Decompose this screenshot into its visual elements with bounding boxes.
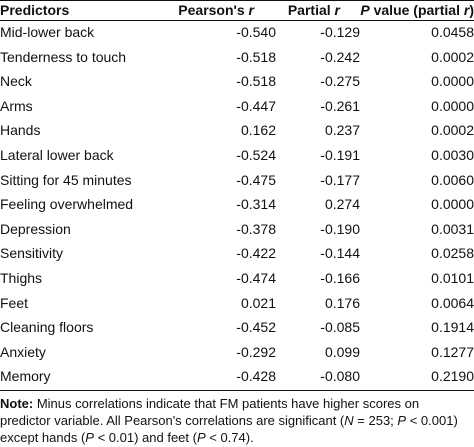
table-row: Hands 0.162 0.237 0.0002 (0, 118, 474, 143)
predictor-cell: Hands (0, 122, 41, 139)
partial-cell: -0.177 (320, 171, 360, 188)
table-row: Lateral lower back -0.524 -0.191 0.0030 (0, 143, 474, 168)
footnote-line-2: predictor variable. All Pearson's correl… (0, 413, 458, 428)
p-value-cell: 0.1914 (431, 319, 474, 336)
p-value-cell: 0.2190 (431, 368, 474, 385)
p-value-cell: 0.0031 (431, 220, 474, 237)
predictor-cell: Feeling overwhelmed (0, 196, 134, 213)
table-row: Cleaning floors -0.452 -0.085 0.1914 (0, 315, 474, 340)
header-p-value: P value (partial r) (360, 2, 474, 18)
p-value-cell: 0.0002 (431, 48, 474, 65)
predictor-cell: Feet (0, 294, 29, 311)
partial-cell: 0.176 (324, 294, 360, 311)
table-row: Anxiety -0.292 0.099 0.1277 (0, 340, 474, 365)
pearson-cell: 0.162 (240, 122, 276, 139)
p-value-cell: 0.0000 (431, 73, 474, 90)
p-value-cell: 0.1277 (431, 343, 474, 360)
table-row: Depression -0.378 -0.190 0.0031 (0, 217, 474, 242)
predictor-cell: Arms (0, 97, 33, 114)
p-value-cell: 0.0000 (431, 196, 474, 213)
table-row: Feet 0.021 0.176 0.0064 (0, 291, 474, 316)
predictor-cell: Depression (0, 220, 71, 237)
pearson-cell: -0.540 (236, 24, 276, 40)
pearson-cell: -0.518 (236, 48, 276, 65)
p-value-cell: 0.0258 (431, 245, 474, 262)
partial-cell: -0.191 (320, 146, 360, 163)
table-row: Feeling overwhelmed -0.314 0.274 0.0000 (0, 192, 474, 217)
pearson-cell: -0.292 (236, 343, 276, 360)
footnote-label: Note: (0, 396, 34, 411)
predictor-cell: Anxiety (0, 343, 46, 360)
p-value-cell: 0.0030 (431, 146, 474, 163)
p-value-cell: 0.0458 (431, 24, 474, 40)
pearson-cell: -0.475 (236, 171, 276, 188)
pearson-cell: 0.021 (240, 294, 276, 311)
predictor-cell: Neck (0, 73, 32, 90)
partial-cell: 0.099 (324, 343, 360, 360)
partial-cell: -0.261 (320, 97, 360, 114)
p-value-cell: 0.0064 (431, 294, 474, 311)
partial-cell: -0.166 (320, 269, 360, 286)
table-footnote: Note: Minus correlations indicate that F… (0, 395, 474, 446)
p-value-cell: 0.0060 (431, 171, 474, 188)
p-value-cell: 0.0101 (431, 269, 474, 286)
partial-cell: 0.237 (324, 122, 360, 139)
table-row: Memory -0.428 -0.080 0.2190 (0, 364, 474, 389)
pearson-cell: -0.518 (236, 73, 276, 90)
header-row: Predictors Pearson's r Partial r P value… (0, 0, 474, 20)
footnote-line-3: except hands (P < 0.01) and feet (P < 0.… (0, 430, 254, 445)
predictor-cell: Mid-lower back (0, 24, 95, 40)
predictor-cell: Tenderness to touch (0, 48, 127, 65)
partial-cell: -0.190 (320, 220, 360, 237)
p-value-cell: 0.0002 (431, 122, 474, 139)
correlation-table: Predictors Pearson's r Partial r P value… (0, 0, 474, 389)
table-row: Sitting for 45 minutes -0.475 -0.177 0.0060 (0, 168, 474, 193)
partial-cell: -0.242 (320, 48, 360, 65)
predictor-cell: Cleaning floors (0, 319, 94, 336)
header-bottom-rule (0, 20, 474, 21)
predictor-cell: Sitting for 45 minutes (0, 171, 132, 188)
pearson-cell: -0.428 (236, 368, 276, 385)
pearson-cell: -0.314 (236, 196, 276, 213)
table-bottom-rule (0, 390, 474, 391)
partial-cell: -0.085 (320, 319, 360, 336)
predictor-cell: Thighs (0, 269, 43, 286)
footnote-line-1: Note: Minus correlations indicate that F… (0, 396, 420, 411)
partial-cell: -0.144 (320, 245, 360, 262)
pearson-cell: -0.422 (236, 245, 276, 262)
partial-cell: 0.274 (324, 196, 360, 213)
table-row: Arms -0.447 -0.261 0.0000 (0, 94, 474, 119)
pearson-cell: -0.447 (236, 97, 276, 114)
table-top-rule (0, 0, 474, 1)
predictor-cell: Memory (0, 368, 51, 385)
predictor-cell: Sensitivity (0, 245, 64, 262)
header-pearson: Pearson's r (178, 2, 254, 18)
table-row: Sensitivity -0.422 -0.144 0.0258 (0, 241, 474, 266)
pearson-cell: -0.524 (236, 146, 276, 163)
p-value-cell: 0.0000 (431, 97, 474, 114)
pearson-cell: -0.452 (236, 319, 276, 336)
pearson-cell: -0.474 (236, 269, 276, 286)
table-row: Tenderness to touch -0.518 -0.242 0.0002 (0, 45, 474, 70)
header-partial: Partial r (287, 2, 340, 18)
header-predictors: Predictors (0, 2, 70, 18)
partial-cell: -0.080 (320, 368, 360, 385)
table-body: Mid-lower back -0.540 -0.129 0.0458 Tendern… (0, 20, 474, 389)
partial-cell: -0.275 (320, 73, 360, 90)
table-row: Neck -0.518 -0.275 0.0000 (0, 69, 474, 94)
table-row: Mid-lower back -0.540 -0.129 0.0458 (0, 20, 474, 45)
predictor-cell: Lateral lower back (0, 146, 114, 163)
table-row: Thighs -0.474 -0.166 0.0101 (0, 266, 474, 291)
pearson-cell: -0.378 (236, 220, 276, 237)
partial-cell: -0.129 (320, 24, 360, 40)
